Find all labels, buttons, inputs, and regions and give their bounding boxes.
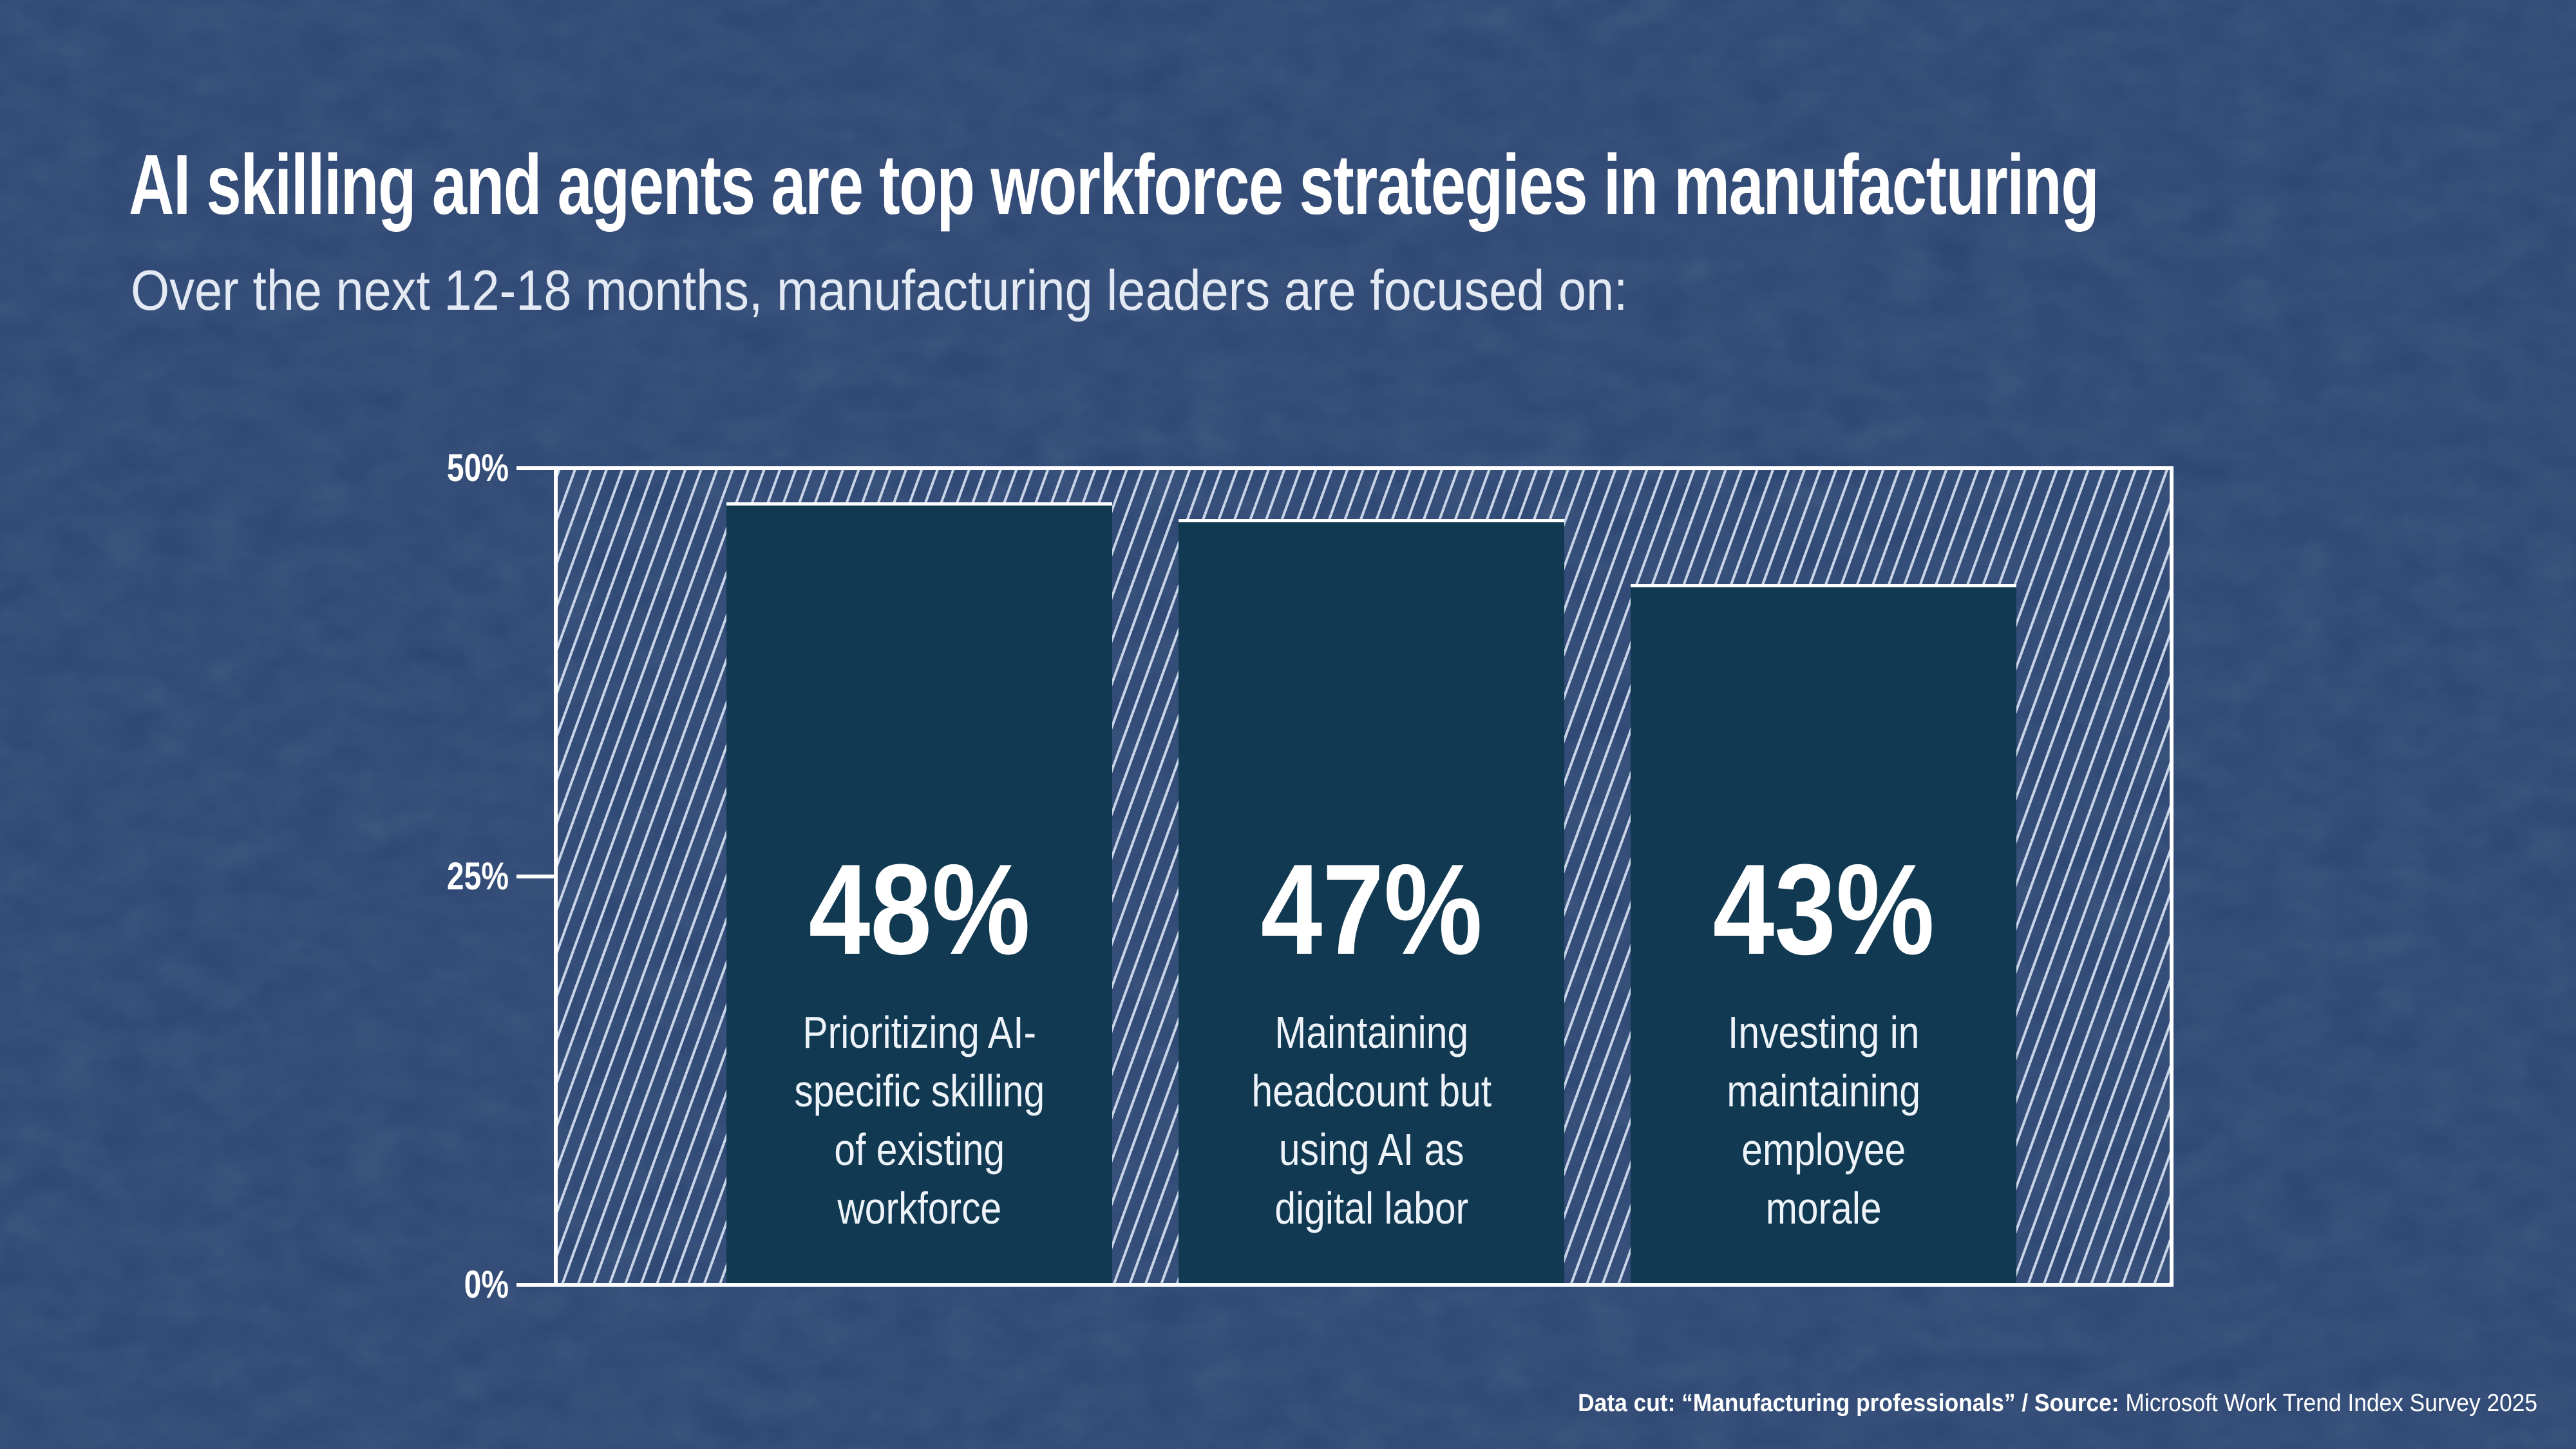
bar-content: 47% Maintaining headcount but using AI a… xyxy=(1190,846,1553,1238)
source-footnote: Data cut: “Manufacturing professionals” … xyxy=(1578,1390,2537,1417)
footnote-source: Microsoft Work Trend Index Survey 2025 xyxy=(2125,1390,2537,1417)
y-axis-label-50: 50% xyxy=(446,446,509,489)
bar-description: Maintaining headcount but using AI as di… xyxy=(1251,1007,1492,1233)
y-axis-tick-mark-0 xyxy=(516,1283,558,1287)
bar-chart-plot-area: 50% 25% 0% 48% Prioritizing AI- specific… xyxy=(447,449,2174,1304)
y-axis-tick-mark-25 xyxy=(516,875,558,878)
bar-value-label: 43% xyxy=(1712,838,1935,981)
bar-value-label: 48% xyxy=(808,838,1030,981)
bar-headcount-digital-labor: 47% Maintaining headcount but using AI a… xyxy=(1178,518,1565,1283)
y-axis-label-0: 0% xyxy=(464,1263,509,1306)
bar-description: Investing in maintaining employee morale xyxy=(1727,1007,1920,1233)
bar-content: 48% Prioritizing AI- specific skilling o… xyxy=(738,846,1101,1238)
footnote-data-cut: Data cut: “Manufacturing professionals” … xyxy=(1578,1390,2126,1417)
page-subtitle: Over the next 12-18 months, manufacturin… xyxy=(131,258,1628,322)
plot-bars-container: 48% Prioritizing AI- specific skilling o… xyxy=(558,470,2170,1283)
bar-ai-skilling: 48% Prioritizing AI- specific skilling o… xyxy=(726,502,1113,1283)
bar-value-label: 47% xyxy=(1260,838,1482,981)
y-axis-tick-mark-50 xyxy=(516,466,558,470)
bar-description: Prioritizing AI- specific skilling of ex… xyxy=(793,1007,1045,1233)
page-title: AI skilling and agents are top workforce… xyxy=(129,137,2099,232)
bar-employee-morale: 43% Investing in maintaining employee mo… xyxy=(1630,583,2017,1283)
bar-content: 43% Investing in maintaining employee mo… xyxy=(1642,846,2005,1238)
y-axis-label-25: 25% xyxy=(446,855,509,898)
